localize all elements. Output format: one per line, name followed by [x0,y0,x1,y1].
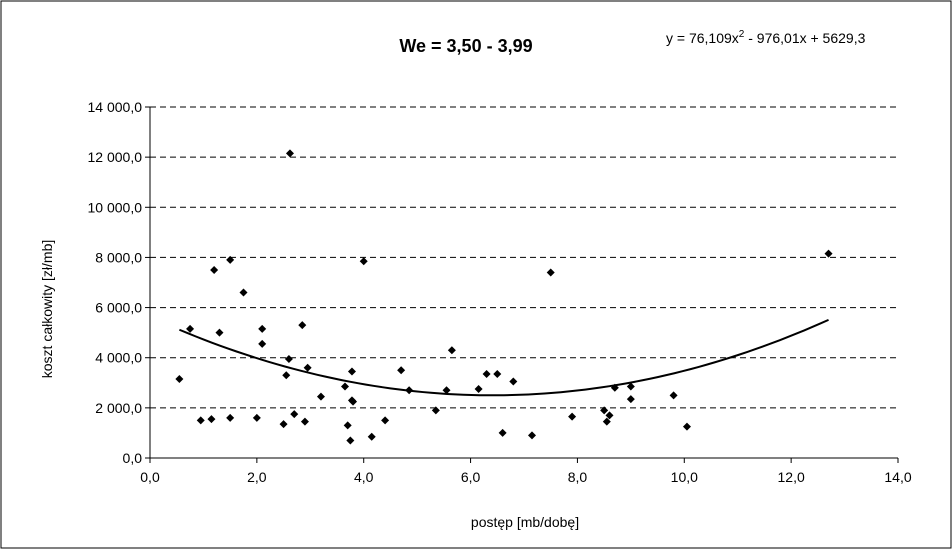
data-point-0 [175,375,184,384]
data-point-43 [600,406,609,415]
trendline-equation: y = 76,109x2 - 976,01x + 5629,3 [666,29,866,46]
data-point-38 [498,428,507,437]
data-point-42 [568,412,577,421]
data-point-11 [258,339,267,348]
y-axis-ticks: 0,0 2 000,0 4 000,0 6 000,0 8 000,0 10 000,0 1… [88,99,150,466]
data-point-48 [626,395,635,404]
data-points [175,149,833,445]
data-point-28 [367,432,376,441]
y-tick-label-6: 12 000,0 [88,149,143,165]
data-point-16 [290,410,299,419]
data-point-23 [346,436,355,445]
data-point-46 [610,383,619,392]
data-point-44 [602,417,611,426]
x-tick-label-5: 10,0 [671,469,698,485]
x-tick-label-3: 6,0 [461,469,481,485]
data-point-26 [349,397,358,406]
data-point-8 [239,288,248,297]
x-axis-label: postęp [mb/dobę] [471,514,579,530]
data-point-39 [509,377,518,386]
data-point-49 [669,391,678,400]
equation-exponent: 2 [739,29,745,40]
gridlines [150,106,898,409]
data-point-13 [282,371,291,380]
data-point-50 [682,422,691,431]
data-point-15 [285,149,294,158]
data-point-51 [824,249,833,258]
y-tick-label-1: 2 000,0 [95,400,142,416]
equation-main: y = 76,109x [666,30,739,46]
axes [149,107,898,459]
data-point-1 [186,324,195,333]
y-tick-label-5: 10 000,0 [88,199,143,215]
y-tick-label-7: 14 000,0 [88,99,143,115]
x-axis-ticks: 0,0 2,0 4,0 6,0 8,0 10,0 12,0 14,0 [140,458,912,485]
data-point-35 [474,385,483,394]
y-tick-label-4: 8 000,0 [95,249,142,265]
data-point-47 [626,382,635,391]
data-point-20 [316,392,325,401]
trendline [179,318,829,397]
data-point-4 [210,265,219,274]
x-tick-label-7: 14,0 [884,469,911,485]
data-point-45 [605,411,614,420]
x-tick-label-6: 12,0 [778,469,805,485]
x-tick-label-2: 4,0 [354,469,374,485]
data-point-22 [343,421,352,430]
chart-title: We = 3,50 - 3,99 [399,36,532,56]
data-point-29 [381,416,390,425]
data-point-37 [493,370,502,379]
data-point-9 [252,413,261,422]
data-point-10 [258,324,267,333]
data-point-27 [359,257,368,266]
equation-rest: - 976,01x + 5629,3 [744,30,865,46]
data-point-7 [226,413,235,422]
data-point-14 [284,354,293,363]
data-point-3 [207,415,216,424]
x-tick-label-4: 8,0 [568,469,588,485]
y-tick-label-2: 4 000,0 [95,350,142,366]
data-point-32 [431,406,440,415]
data-point-19 [303,363,312,372]
data-point-30 [397,366,406,375]
data-point-6 [226,255,235,264]
x-tick-label-1: 2,0 [247,469,267,485]
data-point-18 [300,417,309,426]
y-tick-label-3: 6 000,0 [95,300,142,316]
data-point-12 [279,420,288,429]
data-point-36 [482,370,491,379]
data-point-25 [347,367,356,376]
data-point-2 [196,416,205,425]
y-axis-label: koszt całkowity [zł/mb] [39,240,55,378]
x-tick-label-0: 0,0 [140,469,160,485]
data-point-31 [405,386,414,395]
data-point-34 [447,346,456,355]
data-point-41 [546,268,555,277]
y-tick-label-0: 0,0 [123,450,143,466]
data-point-17 [298,321,307,330]
data-point-5 [215,328,224,337]
data-point-33 [442,386,451,395]
data-point-40 [528,431,537,440]
data-point-21 [341,382,350,391]
